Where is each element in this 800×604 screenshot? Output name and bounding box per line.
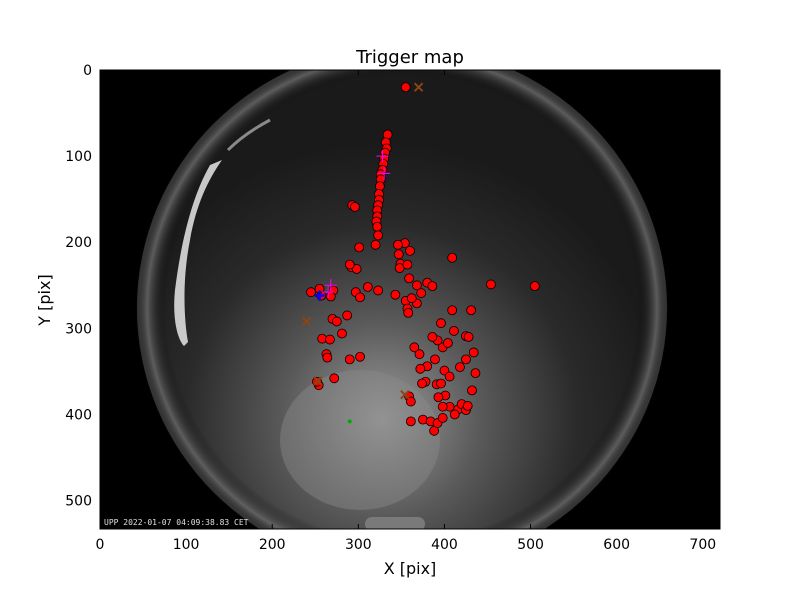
chart-title: Trigger map	[355, 47, 464, 68]
trigger-point	[449, 409, 460, 420]
x-axis-label: X [pix]	[384, 559, 437, 578]
trigger-point	[331, 316, 342, 327]
trigger-point	[427, 281, 438, 292]
blue-plus-marker	[314, 290, 325, 301]
trigger-point	[486, 279, 496, 290]
trigger-point	[463, 332, 474, 342]
trigger-point	[404, 273, 415, 284]
x-tick-label: 100	[173, 537, 200, 553]
trigger-point	[342, 310, 353, 321]
x-tick-label: 400	[431, 537, 458, 553]
trigger-point	[436, 318, 446, 329]
trigger-point	[466, 305, 477, 316]
trigger-point	[436, 378, 446, 389]
trigger-point	[416, 288, 427, 298]
trigger-point	[373, 230, 384, 241]
trigger-point	[329, 373, 340, 384]
trigger-point	[433, 392, 444, 403]
timestamp-caption: UPP 2022-01-07 04:09:38.83 CET	[104, 518, 249, 527]
trigger-point	[306, 287, 316, 298]
x-tick-label: 200	[259, 537, 286, 553]
trigger-point	[444, 371, 455, 382]
x-tick-label: 500	[517, 537, 544, 553]
trigger-point	[437, 401, 448, 412]
trigger-point	[405, 245, 415, 256]
trigger-point	[430, 354, 440, 365]
magenta-plus-marker	[376, 150, 389, 163]
trigger-point	[370, 239, 381, 250]
trigger-point	[447, 252, 458, 263]
cross-marker	[413, 82, 424, 92]
trigger-point	[405, 396, 416, 407]
trigger-point	[415, 363, 426, 374]
y-tick-label: 400	[65, 407, 92, 423]
trigger-point	[411, 280, 422, 291]
trigger-point	[400, 82, 411, 93]
trigger-point	[402, 259, 413, 270]
x-tick-label: 700	[689, 537, 716, 553]
trigger-point	[322, 352, 333, 363]
cross-marker	[400, 389, 410, 400]
trigger-point	[414, 349, 425, 360]
y-tick-label: 500	[65, 494, 92, 510]
trigger-point	[529, 281, 540, 292]
trigger-point	[447, 305, 458, 316]
trigger-point	[344, 354, 355, 365]
cross-marker	[313, 376, 323, 386]
trigger-point	[354, 242, 365, 253]
trigger-point	[325, 334, 335, 345]
x-tick-label: 600	[603, 537, 630, 553]
trigger-point	[393, 249, 404, 260]
trigger-point	[344, 259, 355, 270]
trigger-point	[409, 342, 420, 353]
trigger-point	[362, 282, 373, 292]
trigger-point	[355, 292, 365, 303]
y-tick-label: 200	[65, 235, 92, 251]
trigger-point	[372, 221, 383, 232]
trigger-point	[417, 378, 427, 389]
green-dot-marker	[347, 419, 352, 424]
trigger-point	[337, 328, 347, 339]
magenta-plus-marker	[378, 167, 391, 180]
y-tick-label: 0	[83, 63, 92, 79]
plot-frame	[99, 69, 721, 530]
trigger-point	[405, 416, 416, 427]
trigger-point	[373, 285, 384, 296]
x-tick-label: 0	[96, 537, 105, 553]
trigger-point	[461, 354, 471, 365]
y-tick-label: 100	[65, 149, 92, 165]
trigger-point	[455, 362, 465, 373]
trigger-point	[427, 332, 438, 342]
trigger-point	[355, 351, 365, 362]
trigger-point	[437, 413, 448, 423]
trigger-point	[462, 400, 473, 411]
trigger-point	[442, 338, 453, 348]
cross-marker	[301, 316, 312, 327]
trigger-point	[403, 307, 414, 318]
magenta-plus-marker	[322, 286, 335, 299]
x-tick-label: 300	[345, 537, 372, 553]
trigger-point	[393, 239, 403, 250]
y-tick-label: 300	[65, 321, 92, 337]
trigger-point	[468, 347, 479, 358]
trigger-point	[349, 202, 360, 212]
trigger-point	[467, 385, 477, 396]
trigger-point	[470, 368, 481, 379]
trigger-point	[449, 326, 459, 336]
trigger-point	[325, 291, 336, 302]
trigger-point	[351, 264, 362, 274]
y-axis-label: Y [pix]	[35, 274, 54, 326]
trigger-point	[390, 289, 401, 300]
trigger-point	[406, 293, 417, 304]
magenta-plus-marker	[324, 279, 337, 292]
